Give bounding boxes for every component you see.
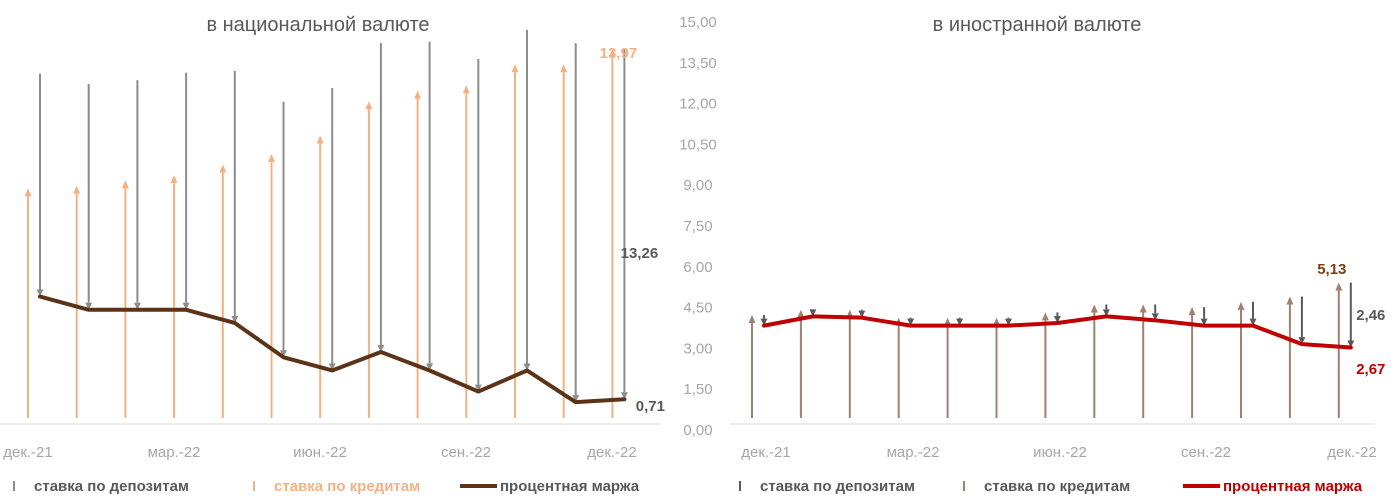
y-tick-label: 7,50 [683, 218, 712, 235]
credit-rate-arrowhead [24, 188, 32, 197]
y-tick-label: 9,00 [683, 177, 712, 194]
y-tick-label: 3,00 [683, 340, 712, 357]
y-tick-label: 15,00 [679, 14, 717, 31]
credit-rate-arrowhead [1286, 296, 1294, 305]
y-tick-label: 13,50 [679, 55, 717, 72]
data-label: 5,13 [1317, 261, 1346, 278]
deposit-rate-arrowhead [1347, 340, 1355, 348]
legend-label-deposit: ставка по депозитам [34, 478, 189, 495]
chart-title: в национальной валюте [206, 14, 429, 36]
deposit-rate-arrowhead [956, 318, 964, 326]
credit-rate-arrowhead [268, 154, 275, 162]
deposit-rate-arrowhead [620, 392, 628, 400]
y-tick-label: 12,00 [679, 96, 717, 113]
credit-rate-arrowhead [1237, 301, 1245, 310]
margin-line [762, 314, 1353, 350]
credit-rate-arrowhead [462, 85, 470, 94]
legend-label-credit: ставка по кредитам [984, 478, 1130, 495]
deposit-rate-arrowhead [133, 302, 141, 310]
credit-rate-arrowhead [511, 64, 519, 73]
credit-rate-arrowhead [121, 180, 129, 189]
credit-rate-arrowhead [365, 101, 373, 110]
credit-rate-arrowhead [414, 90, 422, 99]
deposit-rate-arrowhead [1249, 318, 1257, 326]
credit-rate-arrowhead [219, 164, 227, 173]
x-tick-label: дек.-21 [3, 444, 53, 461]
x-tick-label: сен.-22 [441, 444, 491, 461]
y-tick-label: 4,50 [683, 300, 712, 317]
x-tick-label: мар.-22 [148, 444, 201, 461]
deposit-rate-arrowhead [809, 309, 817, 317]
deposit-rate-arrowhead [907, 318, 915, 326]
deposit-rate-arrowhead [474, 384, 482, 392]
credit-rate-arrowhead [316, 135, 324, 144]
data-label: 2,67 [1356, 361, 1385, 378]
legend-label-credit: ставка по кредитам [274, 478, 420, 495]
credit-rate-arrowhead [1139, 304, 1147, 313]
data-label: 13,26 [621, 245, 659, 262]
credit-rate-arrowhead [748, 315, 756, 324]
deposit-rate-arrowhead [1053, 315, 1061, 323]
x-tick-label: дек.-22 [587, 444, 637, 461]
chart-title: в иностранной валюте [933, 14, 1142, 36]
credit-rate-arrowhead [1335, 282, 1343, 291]
deposit-rate-arrowhead [280, 350, 287, 358]
margin-line [38, 294, 627, 405]
credit-rate-arrowhead [1188, 307, 1196, 316]
deposit-rate-arrowhead [328, 363, 336, 371]
data-label: 0,71 [636, 398, 665, 415]
y-tick-label: 1,50 [683, 381, 712, 398]
legend-label-margin: процентная маржа [500, 478, 640, 495]
deposit-rate-arrowhead [572, 395, 580, 403]
credit-rate-arrowhead [1041, 312, 1049, 321]
data-label: 13,97 [600, 45, 638, 62]
x-tick-label: дек.-22 [1327, 444, 1377, 461]
credit-rate-arrowhead [560, 64, 568, 73]
data-label: 2,46 [1356, 307, 1385, 324]
legend-label-deposit: ставка по депозитам [760, 478, 915, 495]
x-tick-label: июн.-22 [1033, 444, 1087, 461]
deposit-rate-arrowhead [1005, 318, 1012, 326]
deposit-rate-arrowhead [426, 363, 434, 371]
deposit-rate-arrowhead [1151, 313, 1159, 321]
y-tick-label: 10,50 [679, 136, 717, 153]
deposit-rate-arrowhead [182, 302, 190, 310]
y-tick-label: 6,00 [683, 259, 712, 276]
deposit-rate-arrowhead [85, 302, 93, 310]
deposit-rate-arrowhead [36, 289, 44, 297]
x-tick-label: мар.-22 [887, 444, 940, 461]
deposit-rate-arrowhead [858, 310, 866, 318]
deposit-rate-arrowhead [760, 318, 768, 326]
deposit-rate-arrowhead [1298, 337, 1306, 345]
x-tick-label: июн.-22 [293, 444, 347, 461]
credit-rate-arrowhead [73, 185, 81, 194]
deposit-rate-arrowhead [377, 345, 385, 352]
credit-rate-arrowhead [797, 309, 805, 318]
deposit-rate-arrowhead [231, 315, 239, 323]
credit-rate-arrowhead [170, 175, 178, 184]
legend-label-margin: процентная маржа [1223, 478, 1363, 495]
y-tick-label: 0,00 [683, 422, 712, 439]
x-tick-label: дек.-21 [741, 444, 791, 461]
credit-rate-arrowhead [608, 49, 616, 58]
deposit-rate-arrowhead [523, 363, 531, 371]
deposit-rate-arrowhead [1102, 309, 1110, 317]
credit-rate-arrowhead [1090, 304, 1098, 313]
x-tick-label: сен.-22 [1181, 444, 1231, 461]
deposit-rate-arrowhead [1200, 318, 1208, 326]
